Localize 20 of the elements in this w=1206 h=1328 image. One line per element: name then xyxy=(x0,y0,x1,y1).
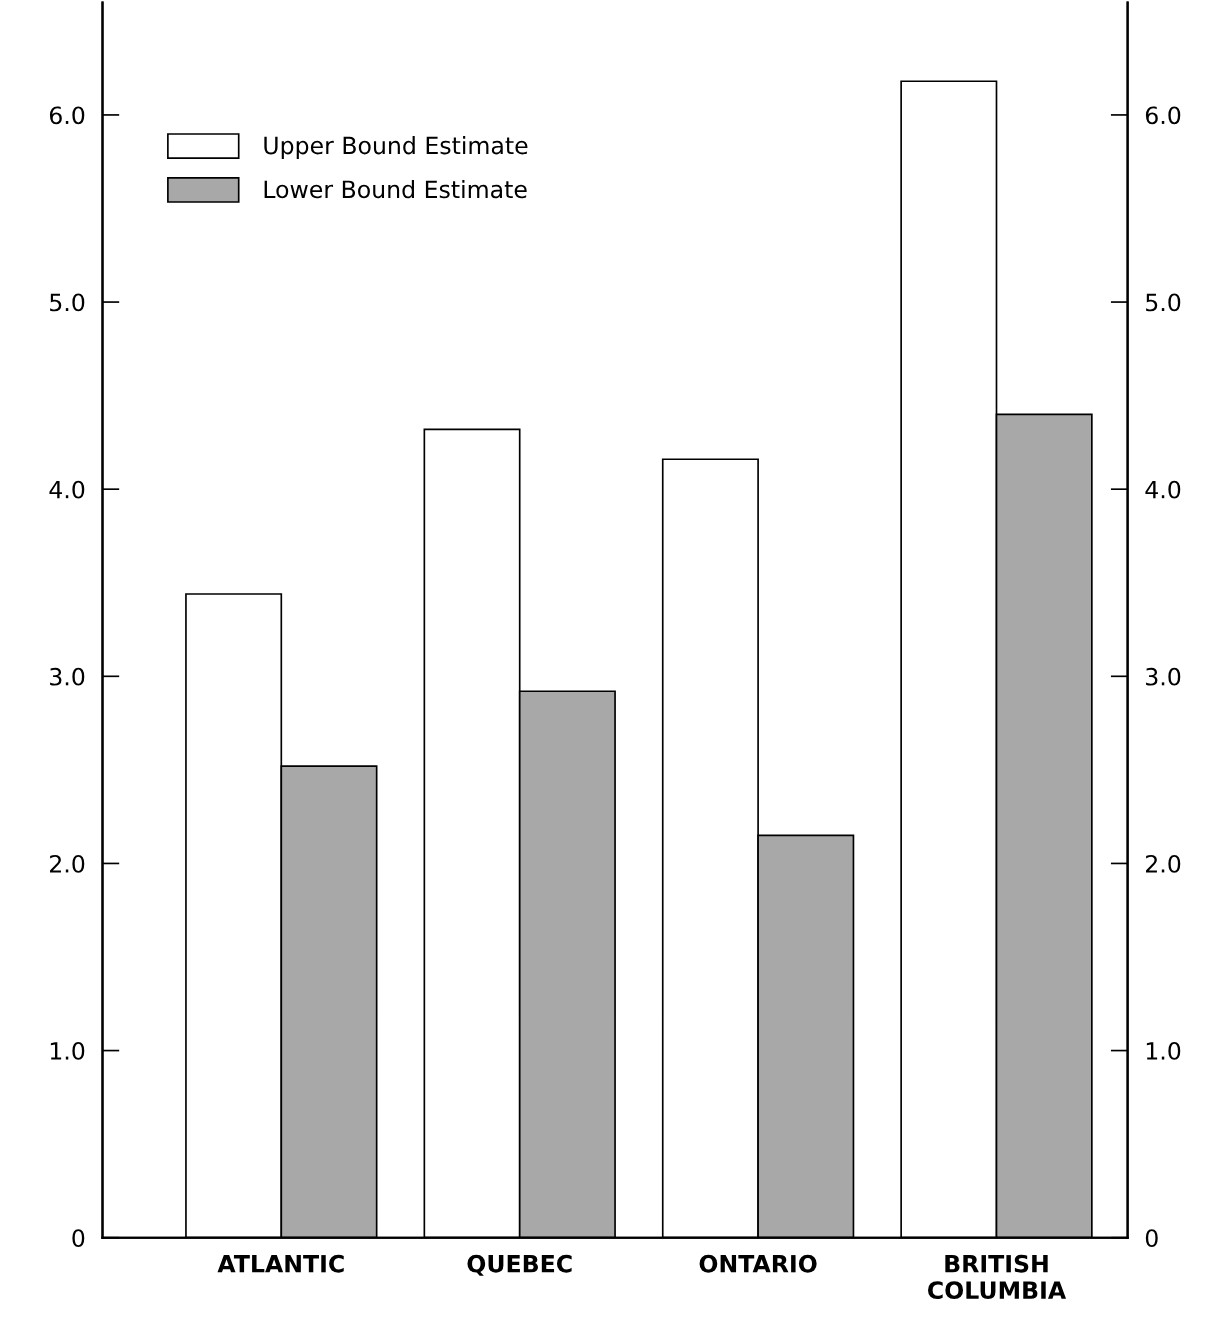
x-tick-label: QUEBEC xyxy=(467,1254,572,1276)
x-tick-label: ATLANTIC xyxy=(217,1254,344,1273)
y-tick-label: 6.0 xyxy=(49,106,85,125)
y2-tick-label: 1.0 xyxy=(1146,1042,1181,1060)
y2-tick-label: 6.0 xyxy=(1145,106,1181,125)
y-tick-label: 4.0 xyxy=(49,480,85,499)
y-tick-label: 2.0 xyxy=(50,854,85,873)
y2-tick-label: 2.0 xyxy=(1146,854,1181,873)
y2-tick-label: 0 xyxy=(1145,1229,1158,1247)
y-tick-label: 0 xyxy=(72,1229,85,1247)
y2-tick-label: 3.0 xyxy=(1146,667,1181,686)
y2-tick-label: 4.0 xyxy=(1145,480,1181,499)
legend-label: Upper Bound Estimate xyxy=(264,136,528,159)
x-tick-label: BRITISH COLUMBIA xyxy=(928,1254,1067,1300)
y2-tick-label: 5.0 xyxy=(1146,293,1181,312)
legend-label: Lower Bound Estimate xyxy=(264,179,527,199)
y-tick-label: 5.0 xyxy=(50,293,85,312)
x-tick-label: ONTARIO xyxy=(699,1254,817,1273)
y-tick-label: 1.0 xyxy=(50,1042,85,1060)
y-tick-label: 3.0 xyxy=(50,667,85,686)
